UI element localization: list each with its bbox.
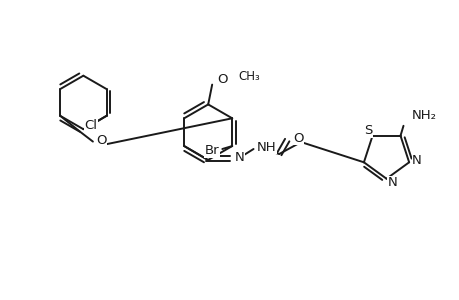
Text: NH₂: NH₂ [410,110,436,122]
Text: N: N [234,152,244,164]
Text: O: O [95,134,106,147]
Text: O: O [292,132,303,145]
Text: NH: NH [256,140,275,154]
Text: S: S [364,124,372,137]
Text: N: N [411,154,421,167]
Text: CH₃: CH₃ [237,70,259,83]
Text: O: O [216,73,227,86]
Text: N: N [387,176,397,189]
Text: Cl: Cl [84,119,97,132]
Text: Br: Br [205,145,219,158]
